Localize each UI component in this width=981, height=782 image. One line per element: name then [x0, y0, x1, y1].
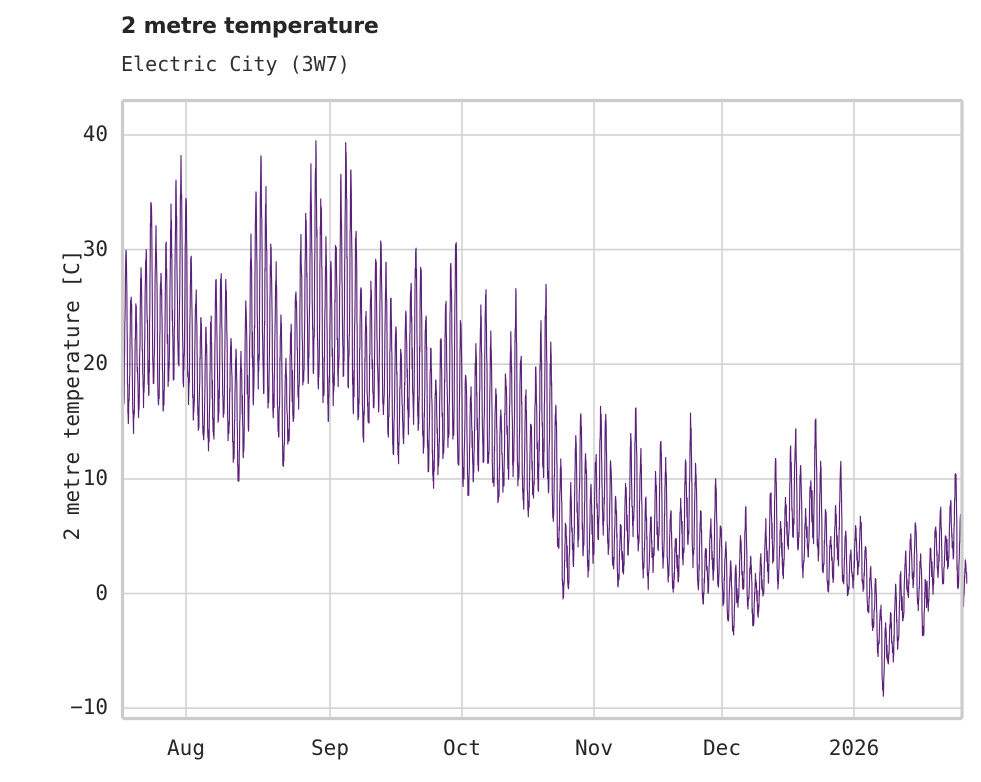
y-tick-label: 10	[82, 465, 108, 490]
x-tick-label: Aug	[167, 736, 205, 760]
x-tick-label: Sep	[311, 736, 349, 760]
x-tick-label: Oct	[443, 736, 481, 760]
y-tick-label: 30	[82, 236, 108, 261]
axis-spines	[120, 98, 964, 721]
chart-subtitle: Electric City (3W7)	[121, 52, 350, 76]
chart-title: 2 metre temperature	[121, 14, 379, 39]
x-tick-label: 2026	[828, 736, 880, 760]
x-tick-label: Dec	[703, 736, 741, 760]
y-axis-tick-labels: 40 30 20 10 0 −10	[0, 0, 108, 782]
y-tick-label: 20	[82, 351, 108, 376]
y-tick-label: 40	[82, 121, 108, 146]
y-tick-label: −10	[70, 695, 108, 720]
y-tick-label: 0	[95, 580, 108, 605]
temperature-series-line	[121, 140, 968, 697]
x-tick-label: Nov	[575, 736, 613, 760]
